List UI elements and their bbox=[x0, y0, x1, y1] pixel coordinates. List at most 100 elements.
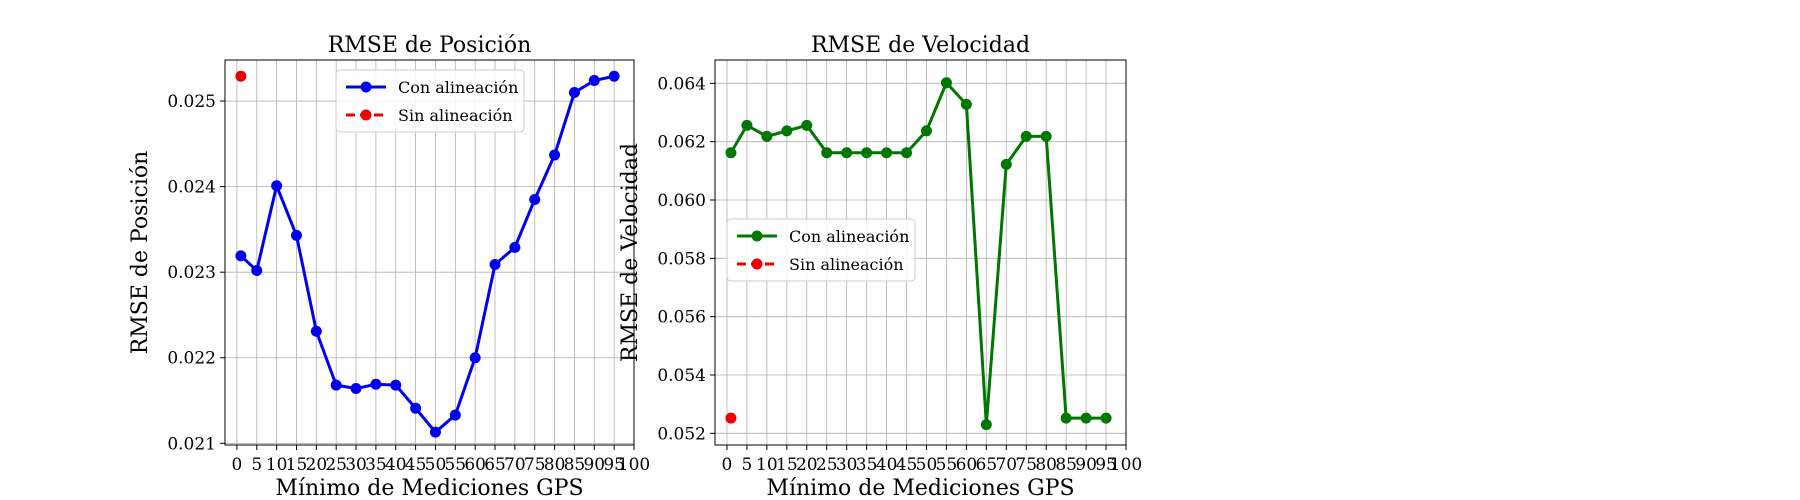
series bbox=[725, 77, 1112, 431]
x-tick-label: 100 bbox=[618, 455, 650, 475]
x-tick-label: 35 bbox=[856, 455, 878, 475]
x-tick-label: 70 bbox=[995, 455, 1017, 475]
x-tick-label: 80 bbox=[1035, 455, 1057, 475]
y-tick-label: 0.024 bbox=[167, 178, 216, 198]
chart-1: 0 5 10152025303540455055606570758085909510… bbox=[128, 33, 650, 500]
data-point bbox=[901, 147, 913, 159]
data-point bbox=[1040, 130, 1052, 142]
legend-label: Con alineación bbox=[789, 227, 909, 246]
plot-frame bbox=[714, 59, 1127, 446]
data-point bbox=[469, 352, 481, 364]
data-point bbox=[310, 325, 322, 337]
data-point bbox=[529, 193, 541, 205]
x-tick-label: 50 bbox=[916, 455, 938, 475]
x-tick-label: 80 bbox=[544, 455, 566, 475]
x-tick-label: 75 bbox=[524, 455, 546, 475]
legend: Con alineación Sin alineación bbox=[335, 69, 525, 133]
x-tick-label: 90 bbox=[1075, 455, 1097, 475]
x-tick-label: 30 bbox=[345, 455, 367, 475]
x-tick-label: 25 bbox=[816, 455, 838, 475]
chart-2: 0 5 10152025303540455055606570758085909510… bbox=[618, 33, 1142, 500]
data-point bbox=[781, 125, 793, 137]
data-point bbox=[608, 70, 620, 82]
data-point bbox=[588, 75, 600, 87]
x-axis-label: Mínimo de Mediciones GPS bbox=[766, 476, 1074, 500]
data-point bbox=[1100, 412, 1112, 424]
legend-marker bbox=[751, 258, 763, 270]
legend-marker bbox=[360, 81, 372, 93]
x-tick-label: 25 bbox=[325, 455, 347, 475]
chart-title: RMSE de Velocidad bbox=[811, 33, 1030, 58]
x-tick-label: 65 bbox=[976, 455, 998, 475]
data-point bbox=[509, 241, 521, 253]
x-tick-label: 60 bbox=[956, 455, 978, 475]
legend-label: Con alineación bbox=[398, 78, 518, 97]
y-tick-label: 0.060 bbox=[657, 191, 706, 211]
legend-marker bbox=[751, 230, 763, 242]
data-point bbox=[725, 412, 737, 424]
series bbox=[235, 70, 620, 438]
data-point bbox=[960, 98, 972, 110]
x-axis-label: Mínimo de Mediciones GPS bbox=[275, 476, 583, 500]
data-point bbox=[235, 70, 247, 82]
data-point bbox=[271, 180, 283, 192]
data-point bbox=[390, 379, 402, 391]
x-tick-label: 20 bbox=[306, 455, 328, 475]
x-tick-label: 55 bbox=[444, 455, 466, 475]
x-tick-label: 65 bbox=[484, 455, 506, 475]
x-tick-label: 20 bbox=[796, 455, 818, 475]
y-tick-label: 0.052 bbox=[657, 424, 706, 444]
y-tick-label: 0.056 bbox=[657, 308, 706, 328]
series bbox=[725, 412, 737, 424]
x-tick-label: 45 bbox=[405, 455, 427, 475]
series bbox=[235, 70, 247, 82]
data-point bbox=[370, 378, 382, 390]
data-point bbox=[920, 125, 932, 137]
x-tick-label: 90 bbox=[583, 455, 605, 475]
x-tick-label: 10 bbox=[266, 455, 288, 475]
data-point bbox=[821, 147, 833, 159]
y-tick-label: 0.025 bbox=[167, 92, 216, 112]
x-tick-label: 5 bbox=[251, 455, 262, 475]
data-point bbox=[1080, 412, 1092, 424]
x-tick-label: 60 bbox=[464, 455, 486, 475]
x-tick-label: 5 bbox=[742, 455, 753, 475]
data-point bbox=[801, 119, 813, 131]
data-point bbox=[568, 87, 580, 99]
data-point bbox=[881, 147, 893, 159]
y-axis-label: RMSE de Posición bbox=[128, 151, 153, 355]
x-tick-label: 85 bbox=[564, 455, 586, 475]
plot-frame bbox=[224, 59, 635, 446]
x-tick-label: 70 bbox=[504, 455, 526, 475]
y-tick-label: 0.058 bbox=[657, 249, 706, 269]
x-tick-label: 10 bbox=[756, 455, 778, 475]
data-point bbox=[449, 409, 461, 421]
x-tick-label: 0 bbox=[231, 455, 242, 475]
legend-label: Sin alineación bbox=[789, 255, 904, 274]
data-point bbox=[330, 379, 342, 391]
x-tick-label: 100 bbox=[1110, 455, 1142, 475]
data-point bbox=[841, 147, 853, 159]
data-point bbox=[861, 147, 873, 159]
data-point bbox=[1020, 130, 1032, 142]
data-point bbox=[235, 250, 247, 262]
data-point bbox=[725, 147, 737, 159]
legend-marker bbox=[360, 109, 372, 121]
data-point bbox=[940, 77, 952, 89]
data-point bbox=[1060, 412, 1072, 424]
data-point bbox=[761, 130, 773, 142]
y-axis-label: RMSE de Velocidad bbox=[618, 143, 643, 362]
y-tick-label: 0.062 bbox=[657, 133, 706, 153]
x-tick-label: 40 bbox=[385, 455, 407, 475]
legend: Con alineación Sin alineación bbox=[726, 218, 916, 282]
data-point bbox=[251, 264, 263, 276]
legend-label: Sin alineación bbox=[398, 106, 513, 125]
data-point bbox=[741, 119, 753, 131]
y-tick-label: 0.021 bbox=[167, 434, 216, 454]
data-point bbox=[1000, 158, 1012, 170]
y-tick-label: 0.054 bbox=[657, 366, 706, 386]
y-tick-label: 0.023 bbox=[167, 263, 216, 283]
x-tick-label: 95 bbox=[1095, 455, 1117, 475]
data-point bbox=[290, 229, 302, 241]
